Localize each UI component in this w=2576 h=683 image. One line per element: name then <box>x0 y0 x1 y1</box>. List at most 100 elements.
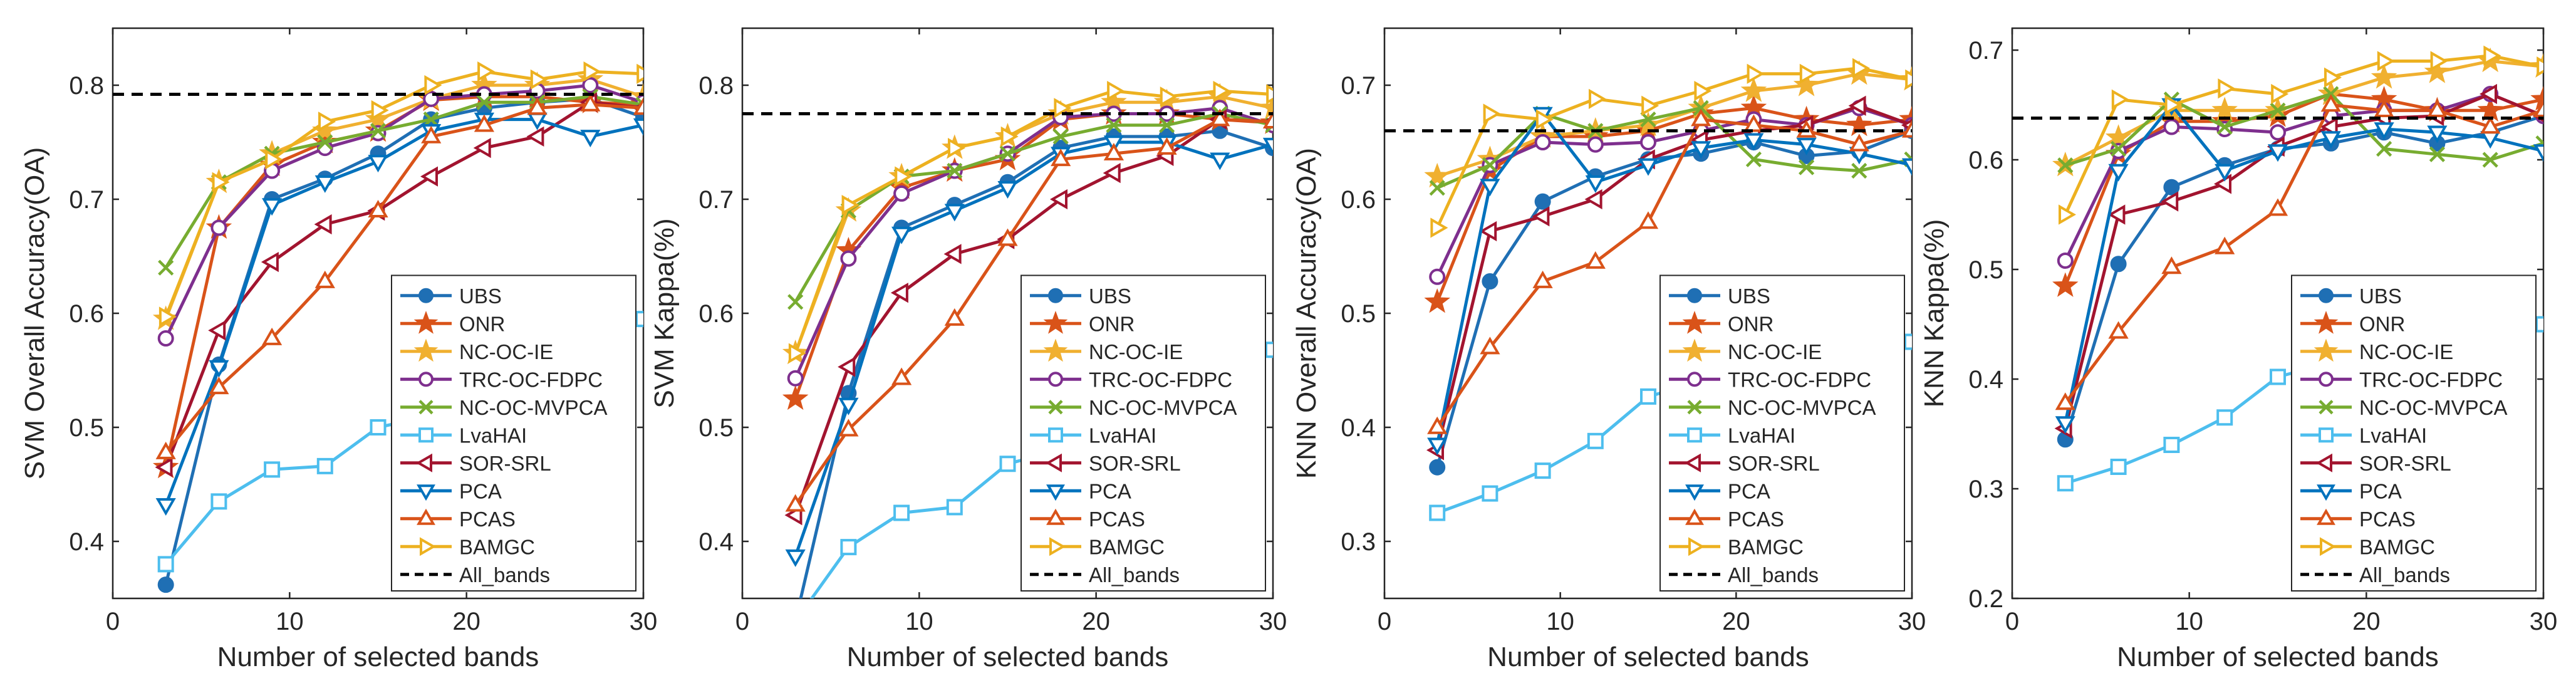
point-trc-oc-fdpc <box>1534 134 1551 150</box>
point-sor-srl <box>261 251 279 273</box>
legend-marker-nc-oc-mvpca <box>2319 400 2334 415</box>
legend-marker-nc-oc-ie <box>1043 338 1068 362</box>
point-sor-srl <box>2161 191 2179 212</box>
series-line-trc-oc-fdpc <box>164 83 643 340</box>
point-pcas <box>2427 100 2448 118</box>
y-tick-label: 0.4 <box>699 528 734 556</box>
chart-panel-4: 0 10 20 30 0.2 0.3 0.4 0.5 0.6 0.7 Number of selec… <box>1919 27 2557 672</box>
point-onr <box>2530 86 2543 111</box>
y-tick-label: 0.2 <box>1968 585 2003 613</box>
y-tick-label: 0.4 <box>1341 414 1376 442</box>
point-pcas <box>1585 251 1606 269</box>
point-bamgc <box>2218 78 2236 99</box>
point-nc-oc-mvpca <box>1799 159 1815 175</box>
legend-marker-lvahai <box>2319 427 2334 443</box>
point-bamgc <box>948 137 966 159</box>
point-sor-srl <box>155 457 173 477</box>
legend-label-nc-oc-mvpca: NC-OC-MVPCA <box>459 396 608 419</box>
point-lvahai <box>789 614 802 628</box>
point-nc-oc-mvpca <box>2429 146 2445 162</box>
legend-label-nc-oc-mvpca: NC-OC-MVPCA <box>1089 396 1237 419</box>
point-sor-srl <box>526 126 544 147</box>
point-nc-oc-ie <box>1740 77 1767 102</box>
legend-label-trc-oc-fdpc: TRC-OC-FDPC <box>1728 368 1871 391</box>
legend-marker-nc-oc-mvpca <box>1048 400 1063 415</box>
point-onr <box>1424 288 1450 313</box>
point-nc-oc-ie <box>2371 64 2397 89</box>
point-bamgc <box>1430 217 1448 238</box>
legend-label-bamgc: BAMGC <box>1089 535 1165 558</box>
point-sor-srl <box>890 283 908 303</box>
point-bamgc <box>1000 126 1019 147</box>
series-line-pcas <box>1436 118 1912 429</box>
legend-marker-bamgc <box>1049 537 1066 556</box>
y-tick-label: 0.8 <box>699 72 734 100</box>
series-line-pca <box>794 140 1273 557</box>
point-sor-srl <box>2320 117 2338 137</box>
legend-marker-bamgc <box>420 537 437 556</box>
point-pcas <box>2108 321 2129 339</box>
y-axis-label: KNN Kappa(%) <box>1919 219 1950 408</box>
series-line-nc-oc-mvpca <box>794 112 1273 303</box>
series-line-nc-oc-mvpca <box>164 95 643 269</box>
point-trc-oc-fdpc <box>210 219 227 236</box>
legend-marker-nc-oc-ie <box>413 338 439 362</box>
point-sor-srl <box>2479 83 2497 105</box>
point-pca <box>1427 437 1448 456</box>
point-nc-oc-mvpca <box>1429 180 1445 196</box>
legend-label-nc-oc-ie: NC-OC-IE <box>2359 340 2453 363</box>
point-pca <box>785 549 806 567</box>
point-nc-oc-ie <box>1793 71 1820 96</box>
point-sor-srl <box>838 357 856 377</box>
series-line-nc-oc-mvpca <box>2065 92 2543 167</box>
point-pcas <box>527 97 548 115</box>
y-tick-label: 0.6 <box>1968 147 2003 174</box>
point-bamgc <box>2111 89 2129 110</box>
legend-label-pcas: PCAS <box>2359 508 2416 531</box>
point-trc-oc-fdpc <box>157 330 174 347</box>
y-tick-label: 0.7 <box>699 186 734 214</box>
point-nc-oc-mvpca <box>2216 118 2233 135</box>
point-nc-oc-mvpca <box>1693 100 1709 116</box>
point-pcas <box>2161 256 2182 274</box>
x-tick-label: 10 <box>905 608 933 635</box>
point-bamgc <box>2430 51 2448 71</box>
point-lvahai <box>1904 333 1912 350</box>
point-sor-srl <box>1848 95 1866 116</box>
point-pcas <box>261 327 283 345</box>
point-bamgc <box>371 100 389 121</box>
point-pca <box>314 175 335 193</box>
point-bamgc <box>1266 84 1273 105</box>
point-nc-oc-ie <box>2211 96 2238 122</box>
point-pcas <box>474 114 495 132</box>
x-tick-label: 30 <box>1259 608 1287 635</box>
point-sor-srl <box>2107 204 2126 225</box>
legend: UBS ONR NC-OC-IE TRC-OC-FDPC NC-OC-MVPCA LvaH… <box>1021 274 1266 592</box>
legend-label-onr: ONR <box>1089 312 1135 335</box>
legend-marker-bamgc <box>1688 537 1705 556</box>
point-lvahai <box>157 556 174 573</box>
point-nc-oc-mvpca <box>158 259 174 276</box>
legend-label-bamgc: BAMGC <box>459 535 535 558</box>
y-tick-label: 0.3 <box>1968 476 2003 503</box>
point-lvahai <box>2270 368 2286 385</box>
y-tick-label: 0.6 <box>69 300 104 328</box>
legend-label-pcas: PCAS <box>1089 508 1145 531</box>
y-tick-label: 0.5 <box>1968 256 2003 284</box>
point-onr <box>782 385 809 410</box>
point-bamgc <box>1641 95 1659 116</box>
point-nc-oc-mvpca <box>1745 151 1762 167</box>
legend-marker-sor-srl <box>1684 453 1701 472</box>
point-pca <box>1480 179 1500 197</box>
point-nc-oc-mvpca <box>1159 117 1175 133</box>
legend-marker-ubs <box>2319 288 2334 303</box>
x-tick-label: 20 <box>1722 608 1750 635</box>
point-bamgc <box>583 61 601 82</box>
point-bamgc <box>318 112 336 132</box>
point-sor-srl <box>943 244 962 264</box>
y-tick-label: 0.7 <box>1341 72 1376 100</box>
point-pcas <box>891 367 912 385</box>
point-pca <box>1210 152 1230 170</box>
y-tick-label: 0.7 <box>1968 37 2003 65</box>
legend-label-all-bands: All_bands <box>2359 563 2450 587</box>
